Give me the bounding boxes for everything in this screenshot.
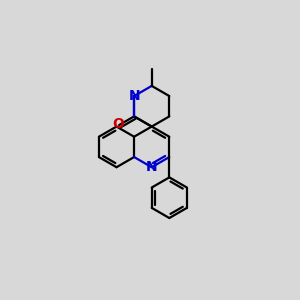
Text: O: O	[112, 117, 124, 131]
Text: N: N	[146, 160, 158, 174]
Text: N: N	[128, 89, 140, 103]
